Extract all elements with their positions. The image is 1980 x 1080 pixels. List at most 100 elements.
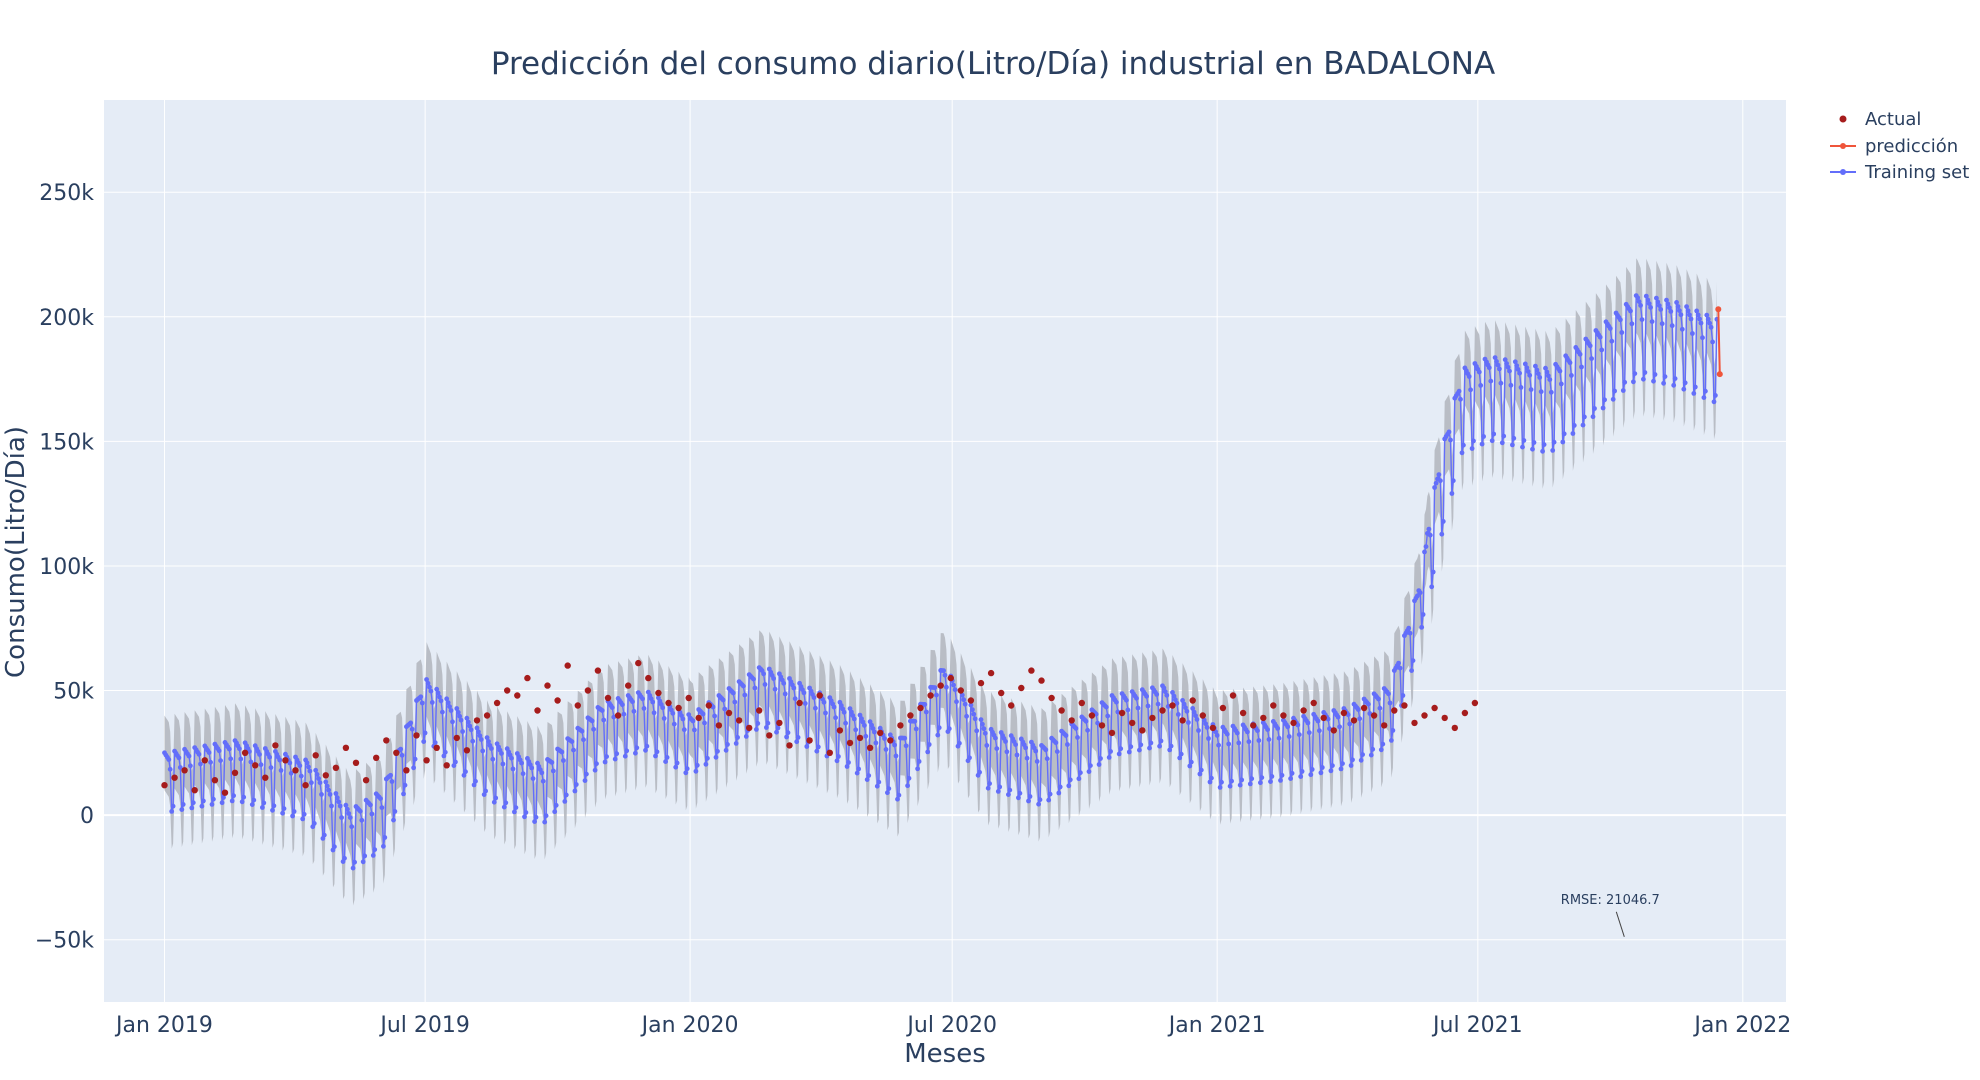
actual-point (332, 764, 340, 771)
training-point (216, 748, 222, 754)
training-point (1067, 777, 1073, 783)
training-point (599, 708, 605, 713)
training-point (743, 734, 749, 739)
training-point (923, 709, 929, 715)
training-point (934, 692, 939, 698)
training-point (370, 853, 376, 858)
actual-point (1300, 707, 1307, 714)
training-point (1448, 437, 1453, 443)
training-point (1642, 370, 1648, 375)
training-point (427, 684, 432, 690)
training-point (402, 782, 408, 788)
training-point (690, 718, 696, 724)
training-point (1537, 375, 1543, 380)
actual-point (423, 757, 430, 764)
actual-point (1320, 714, 1327, 722)
training-point (1675, 304, 1681, 309)
training-point (1486, 365, 1492, 371)
training-point (421, 739, 427, 744)
training-point (792, 696, 798, 702)
prediction-point (1716, 371, 1723, 378)
training-point (912, 718, 918, 724)
training-point (287, 760, 293, 766)
training-point (602, 759, 608, 765)
training-point (761, 671, 766, 677)
training-point (844, 764, 850, 769)
training-point (409, 726, 415, 732)
training-point (722, 706, 728, 712)
training-point (1203, 721, 1209, 727)
training-point (457, 713, 463, 719)
training-point (1348, 763, 1354, 768)
training-point (1600, 405, 1606, 411)
training-point (1456, 388, 1462, 394)
training-point (399, 752, 405, 758)
legend-item-actual[interactable]: Actual (1839, 109, 1922, 130)
actual-point (685, 694, 692, 702)
training-point (306, 764, 311, 770)
training-point (841, 709, 847, 715)
training-point (854, 770, 860, 776)
training-point (1268, 779, 1273, 784)
training-point (1145, 703, 1151, 709)
training-point (902, 735, 908, 741)
legend[interactable]: Actual predicción Training set (1830, 109, 1969, 183)
training-point (432, 740, 438, 745)
training-point (589, 718, 595, 724)
y-tick-label: 100k (39, 555, 94, 580)
training-point (811, 695, 817, 700)
training-point (206, 750, 212, 755)
training-point (1459, 450, 1465, 456)
training-point (1075, 735, 1080, 740)
actual-point (947, 674, 954, 682)
training-point (1216, 742, 1221, 748)
training-point (660, 705, 666, 711)
actual-point (1280, 712, 1287, 719)
training-point (1217, 785, 1223, 790)
actual-point (625, 682, 632, 689)
actual-point (1169, 702, 1176, 709)
training-point (270, 807, 275, 813)
legend-item-training-set[interactable]: Training set (1830, 162, 1969, 183)
training-point (712, 713, 717, 719)
actual-point (1058, 707, 1065, 714)
training-point (1026, 798, 1031, 804)
training-point (1181, 701, 1187, 707)
actual-point (383, 737, 390, 744)
training-point (1619, 330, 1625, 335)
actual-point (594, 667, 602, 674)
training-point (1337, 724, 1342, 730)
training-point (419, 700, 425, 706)
training-point (513, 805, 519, 810)
training-point (333, 791, 339, 796)
prediction-point (1715, 306, 1722, 313)
actual-point (1461, 709, 1469, 717)
training-point (1502, 357, 1508, 363)
training-point (379, 805, 385, 810)
legend-item-prediccion[interactable]: predicción (1830, 136, 1958, 157)
training-point (579, 728, 585, 734)
training-point (764, 725, 769, 730)
actual-point (877, 729, 884, 737)
training-point (1703, 388, 1708, 394)
training-point (730, 690, 736, 696)
training-point (1158, 738, 1164, 744)
training-point (425, 680, 431, 686)
training-point (471, 782, 477, 788)
training-point (1239, 777, 1245, 783)
training-point (1535, 371, 1541, 377)
training-point (1155, 701, 1161, 707)
actual-point (695, 714, 702, 722)
training-point (1315, 718, 1321, 724)
training-point (238, 756, 244, 762)
training-point (1433, 480, 1439, 486)
actual-point (866, 744, 874, 751)
training-point (1558, 381, 1564, 387)
training-point (1083, 718, 1089, 724)
training-point (834, 758, 840, 764)
training-point (412, 756, 418, 762)
training-point (1579, 364, 1584, 370)
training-point (267, 754, 272, 760)
training-point (972, 716, 978, 722)
training-point (1266, 737, 1272, 742)
